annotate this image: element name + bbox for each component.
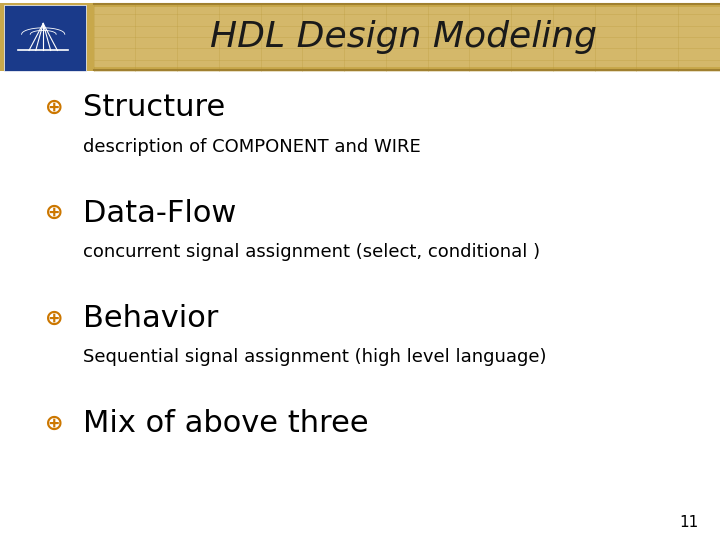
Text: Structure: Structure [83,93,225,123]
Text: ⊕: ⊕ [45,203,63,224]
FancyBboxPatch shape [0,3,720,71]
Text: ⊕: ⊕ [45,98,63,118]
Text: ⊕: ⊕ [45,414,63,434]
Text: Behavior: Behavior [83,304,218,333]
Text: Mix of above three: Mix of above three [83,409,369,438]
Text: HDL Design Modeling: HDL Design Modeling [210,20,597,54]
Text: ⊕: ⊕ [45,308,63,329]
Text: Data-Flow: Data-Flow [83,199,236,228]
FancyBboxPatch shape [94,7,720,67]
Text: description of COMPONENT and WIRE: description of COMPONENT and WIRE [83,138,420,156]
Text: concurrent signal assignment (select, conditional ): concurrent signal assignment (select, co… [83,243,540,261]
Text: Sequential signal assignment (high level language): Sequential signal assignment (high level… [83,348,546,367]
Text: 11: 11 [679,515,698,530]
FancyBboxPatch shape [4,5,86,71]
